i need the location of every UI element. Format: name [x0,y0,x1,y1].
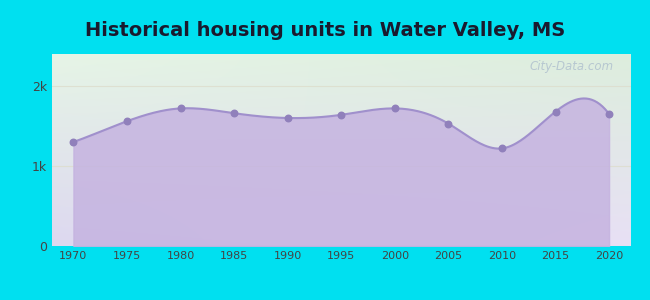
Text: City-Data.com: City-Data.com [529,60,613,73]
Point [68,140,79,144]
Point [229,111,239,116]
Point [389,106,400,111]
Point [336,112,346,117]
Point [283,116,293,120]
Point [551,109,561,114]
Point [497,146,507,151]
Point [604,112,614,116]
Point [176,106,186,111]
Text: Historical housing units in Water Valley, MS: Historical housing units in Water Valley… [85,21,565,40]
Point [122,119,132,124]
Point [443,121,454,126]
